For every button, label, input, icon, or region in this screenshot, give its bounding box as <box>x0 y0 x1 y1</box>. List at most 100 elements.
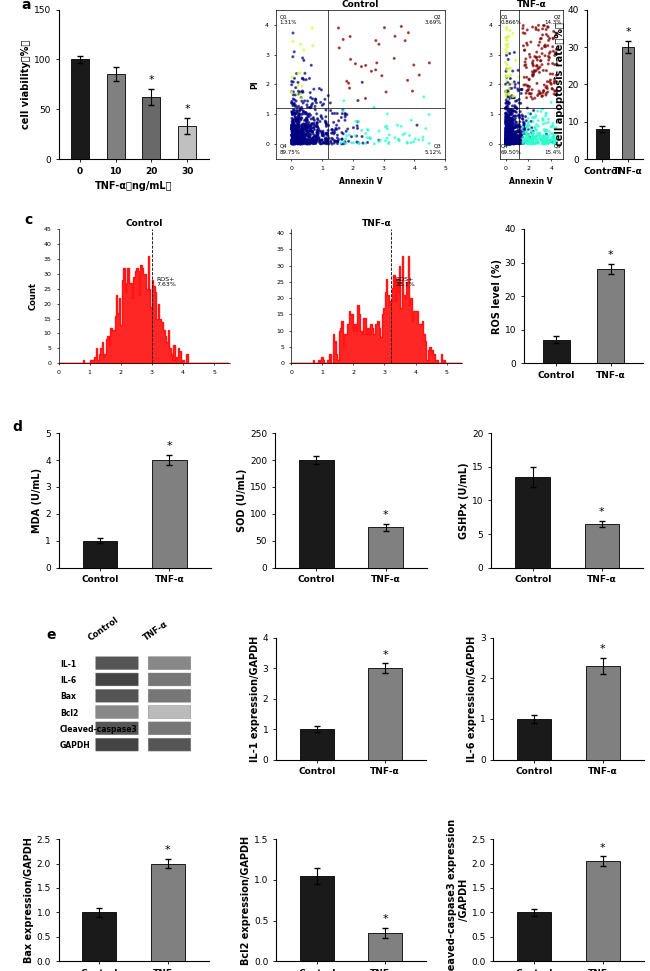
Point <box>500 30 511 46</box>
Point <box>297 120 307 136</box>
Point <box>506 90 517 106</box>
Point <box>288 136 298 151</box>
Text: Q3
15.4%: Q3 15.4% <box>544 144 562 154</box>
Point <box>288 121 298 137</box>
Point <box>295 101 306 117</box>
Point <box>534 34 545 50</box>
Point <box>292 132 303 148</box>
Point <box>507 133 517 149</box>
Point <box>290 106 300 121</box>
Point <box>313 113 323 128</box>
Point <box>504 134 514 150</box>
Point <box>300 106 310 121</box>
Point <box>288 134 298 150</box>
Point <box>301 135 311 151</box>
Point <box>510 131 521 147</box>
Point <box>294 134 305 150</box>
Point <box>532 117 542 132</box>
Point <box>292 121 303 137</box>
Point <box>502 115 513 130</box>
Point <box>304 132 315 148</box>
Point <box>511 99 521 115</box>
Point <box>543 19 553 35</box>
Point <box>294 111 304 126</box>
Point <box>500 124 511 140</box>
Point <box>294 136 304 151</box>
Point <box>503 89 514 105</box>
Point <box>506 113 516 128</box>
Point <box>505 121 515 137</box>
FancyBboxPatch shape <box>148 721 191 735</box>
Point <box>294 133 304 149</box>
Point <box>311 128 322 144</box>
Point <box>307 96 318 112</box>
Point <box>521 118 532 134</box>
Point <box>506 127 516 143</box>
Point <box>297 134 307 150</box>
Point <box>515 95 526 111</box>
Point <box>502 99 513 115</box>
Point <box>287 135 297 151</box>
Point <box>528 114 538 129</box>
Point <box>520 134 530 150</box>
Point <box>543 56 554 72</box>
Point <box>523 120 533 136</box>
Point <box>500 136 511 151</box>
Point <box>500 110 511 125</box>
Point <box>360 136 370 151</box>
Point <box>500 106 511 121</box>
Point <box>504 132 515 148</box>
Point <box>512 119 523 135</box>
Point <box>505 119 515 135</box>
Point <box>508 90 519 106</box>
Point <box>526 124 537 140</box>
Point <box>533 134 543 150</box>
Point <box>538 117 549 132</box>
Text: Q3
5.12%: Q3 5.12% <box>424 144 442 154</box>
Text: GAPDH: GAPDH <box>60 741 91 751</box>
Point <box>292 127 303 143</box>
Point <box>320 135 330 151</box>
Point <box>511 134 521 150</box>
Point <box>509 90 519 106</box>
Point <box>374 37 384 52</box>
Point <box>551 134 562 150</box>
Point <box>303 108 313 123</box>
Point <box>515 114 525 129</box>
Point <box>502 125 512 141</box>
Point <box>287 133 298 149</box>
Point <box>514 132 525 148</box>
Point <box>502 130 513 146</box>
Point <box>506 127 517 143</box>
Point <box>288 122 298 138</box>
Point <box>503 134 514 150</box>
Point <box>287 96 298 112</box>
Point <box>503 112 514 127</box>
Point <box>501 45 512 60</box>
Point <box>524 126 534 142</box>
Point <box>501 109 512 124</box>
Bar <box>300 729 334 759</box>
Point <box>508 118 518 134</box>
Point <box>291 129 301 145</box>
Point <box>314 130 324 146</box>
Text: *: * <box>165 845 170 855</box>
Text: Q2
14.3%: Q2 14.3% <box>544 15 562 25</box>
Point <box>512 134 523 150</box>
Point <box>292 113 302 128</box>
Point <box>288 116 298 131</box>
Point <box>526 135 537 151</box>
Point <box>520 54 530 70</box>
Point <box>507 135 517 151</box>
Point <box>294 103 305 118</box>
Point <box>287 133 297 149</box>
Point <box>520 25 530 41</box>
Point <box>514 136 524 151</box>
Point <box>549 128 560 144</box>
Point <box>518 133 528 149</box>
Point <box>501 130 512 146</box>
Point <box>306 57 317 73</box>
Point <box>502 128 513 144</box>
Point <box>549 23 559 39</box>
X-axis label: Annexin V: Annexin V <box>339 177 382 185</box>
